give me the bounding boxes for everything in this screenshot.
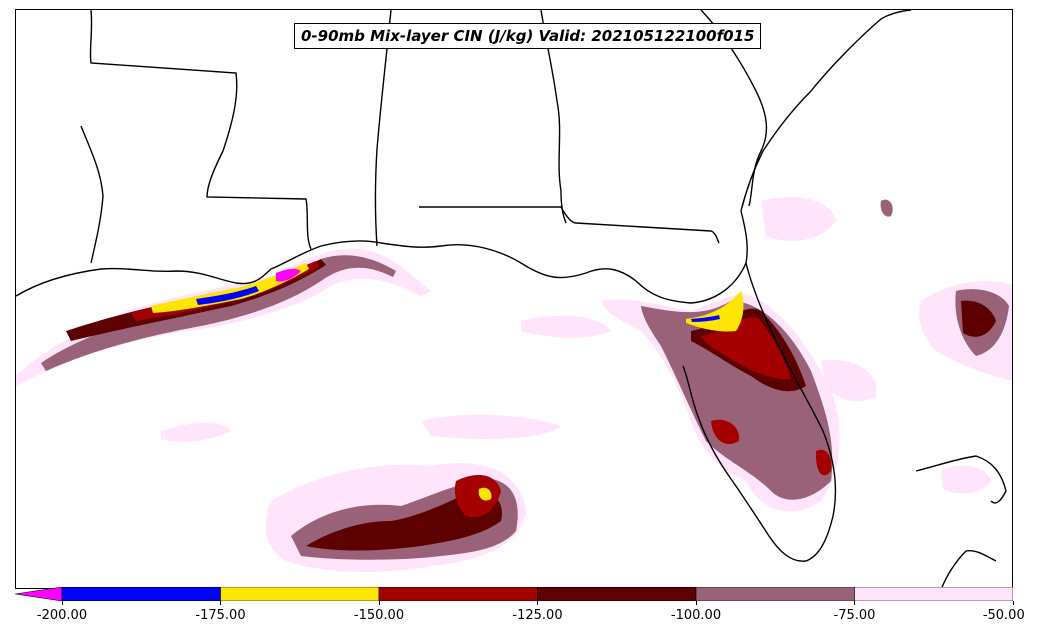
colorbar-bin [854, 587, 1013, 601]
colorbar-tick-mark [61, 601, 63, 605]
florida-east-coast [740, 10, 912, 212]
cin-blue-layer [196, 286, 720, 322]
cin-magenta-layer [276, 268, 301, 282]
colorbar-tick-mark [854, 601, 855, 605]
map-borders [16, 10, 1007, 588]
colorbar-tick-label: -175.00 [195, 608, 246, 623]
cin-light-scatter-1 [521, 315, 611, 338]
colorbar-tick-mark [537, 601, 538, 605]
cin-light-atlantic-2 [761, 197, 836, 241]
colorbar-bin [378, 587, 538, 601]
colorbar-bin [61, 587, 221, 601]
al-fl-state-line [419, 206, 720, 244]
colorbar-tick-label: -100.00 [670, 608, 722, 623]
colorbar-under-arrow [15, 587, 63, 601]
colorbar-tick-mark [378, 601, 380, 605]
colorbar-tick-mark [1012, 601, 1014, 605]
colorbar-tick-label: -50.00 [982, 608, 1025, 623]
colorbar-bin [695, 587, 855, 601]
colorbar-tick-label: -125.00 [512, 608, 563, 623]
la-west-coast [80, 125, 104, 264]
map-title: 0-90mb Mix-layer CIN (J/kg) Valid: 20210… [294, 23, 762, 49]
florida-peninsula-coast [682, 262, 837, 562]
gulf-coastline [16, 210, 748, 304]
cin-light-atlantic-3 [821, 360, 877, 402]
cin-light-scatter-2 [161, 422, 231, 442]
mexico-coast [941, 549, 997, 588]
cuba-coast [915, 455, 1007, 504]
colorbar-bin [220, 587, 380, 601]
cin-map [16, 10, 1012, 588]
colorbar-tick-label: -150.00 [353, 608, 405, 623]
colorbar-tick-label: -75.00 [833, 608, 876, 623]
colorbar-bin [537, 587, 697, 601]
colorbar-tick-mark [695, 601, 697, 605]
colorbar-tick-mark [220, 601, 221, 605]
la-ms-state-line [89, 10, 312, 250]
colorbar-bins [15, 587, 1013, 601]
cin-light-scatter-3 [421, 414, 561, 439]
map-frame: 0-90mb Mix-layer CIN (J/kg) Valid: 20210… [15, 9, 1013, 589]
al-ga-state-line [540, 10, 567, 224]
cin-light-caribbean [941, 465, 991, 494]
colorbar [15, 587, 1013, 601]
colorbar-tick-label: -200.00 [36, 608, 88, 623]
